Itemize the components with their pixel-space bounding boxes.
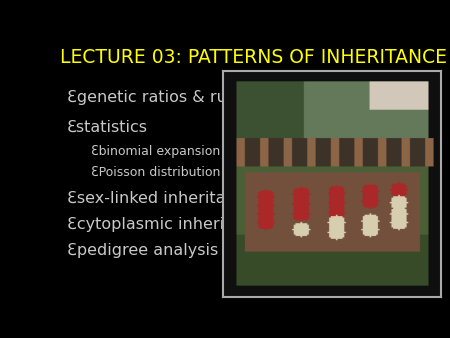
Text: ℇPoisson distribution: ℇPoisson distribution — [91, 166, 220, 178]
Text: ℇpedigree analysis: ℇpedigree analysis — [67, 243, 218, 258]
Text: ℇstatistics: ℇstatistics — [67, 120, 148, 135]
Text: ℇgenetic ratios & rules: ℇgenetic ratios & rules — [67, 90, 249, 105]
Text: ℇbinomial expansion: ℇbinomial expansion — [91, 145, 220, 158]
Text: ℇcytoplasmic inheritance: ℇcytoplasmic inheritance — [67, 217, 269, 232]
Text: ℇsex-linked inheritance: ℇsex-linked inheritance — [67, 191, 254, 206]
Text: LECTURE 03: PATTERNS OF INHERITANCE II: LECTURE 03: PATTERNS OF INHERITANCE II — [60, 48, 450, 67]
